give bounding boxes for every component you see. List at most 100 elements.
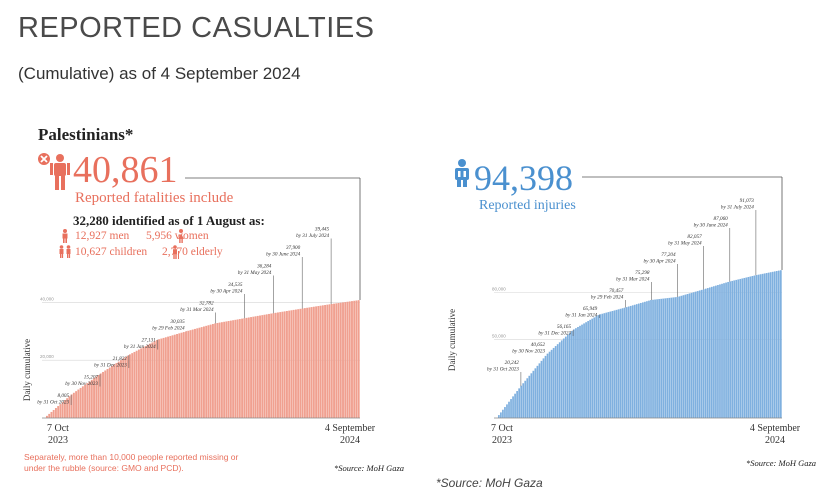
fatalities-annotation-value: 32,782 xyxy=(199,301,214,307)
fatalities-bar xyxy=(277,312,279,418)
injuries-bar xyxy=(725,282,727,418)
injuries-bar xyxy=(530,373,533,418)
injuries-bar xyxy=(619,308,622,418)
fatalities-annotation-date: by 31 Dec 2023 xyxy=(94,363,127,369)
fatalities-bar xyxy=(99,373,102,418)
fatalities-bar xyxy=(245,317,248,418)
elderly-icon xyxy=(173,245,179,259)
fatalities-bar xyxy=(144,346,147,418)
injuries-bar xyxy=(538,363,541,418)
fatalities-bar xyxy=(274,312,277,418)
fatalities-bar xyxy=(140,348,143,418)
fatalities-annotation-value: 36,284 xyxy=(257,263,272,270)
injuries-bar xyxy=(552,347,555,418)
injuries-bar xyxy=(759,274,762,418)
injuries-annotation-value: 87,060 xyxy=(714,216,729,222)
injuries-bar xyxy=(684,294,687,418)
injuries-bar xyxy=(672,297,675,418)
injuries-bar xyxy=(518,388,521,418)
injuries-bar xyxy=(506,404,508,418)
injuries-bar xyxy=(688,293,691,418)
injuries-bar xyxy=(587,321,589,418)
fatalities-bar xyxy=(312,306,315,418)
fatalities-bar xyxy=(72,392,75,418)
injuries-bar xyxy=(642,302,644,418)
injuries-bar xyxy=(648,300,650,418)
person-with-x-icon xyxy=(38,153,70,190)
injuries-bar xyxy=(560,340,563,418)
injuries-bar xyxy=(516,391,518,418)
fatalities-bar xyxy=(66,398,69,418)
injuries-bar xyxy=(556,344,559,418)
fatalities-annotation-value: 15,207 xyxy=(84,375,99,381)
fatalities-bar xyxy=(108,367,111,418)
injuries-bar xyxy=(569,332,571,418)
fatalities-total: 40,861 xyxy=(73,149,178,191)
fatalities-annotation-date: by 30 Nov 2023 xyxy=(65,381,98,387)
fatalities-bar xyxy=(288,310,291,418)
injuries-bar xyxy=(771,271,774,418)
fatalities-bar xyxy=(348,301,351,418)
injuries-bar xyxy=(702,289,705,418)
injuries-bar xyxy=(514,393,516,418)
women-count: 5,956 women xyxy=(146,230,209,242)
fatalities-bar xyxy=(317,306,320,418)
fatalities-bar xyxy=(256,315,259,418)
fatalities-bar xyxy=(346,301,349,418)
injuries-bar xyxy=(522,383,525,418)
fatalities-bar xyxy=(61,402,64,418)
fatalities-bar xyxy=(79,387,82,418)
fatalities-bar xyxy=(77,389,80,418)
fatalities-annotation-date: by 30 Apr 2024 xyxy=(210,288,242,295)
fatalities-bar xyxy=(117,361,120,418)
injuries-bar xyxy=(512,396,514,418)
injuries-bar xyxy=(763,273,766,418)
fatalities-annotation-value: 21,822 xyxy=(113,356,128,362)
fatalities-annotation-date: by 29 Feb 2024 xyxy=(152,325,185,332)
fatalities-bar xyxy=(151,342,154,418)
fatalities-bar xyxy=(265,314,268,418)
injuries-bar xyxy=(698,290,701,418)
fatalities-bar xyxy=(187,330,190,418)
fatalities-bar xyxy=(131,353,134,418)
fatalities-bar xyxy=(252,316,255,418)
fatalities-bar xyxy=(297,309,300,418)
fatalities-bar xyxy=(176,334,178,418)
fatalities-bar xyxy=(63,400,66,418)
injuries-bar xyxy=(696,291,699,418)
injuries-bar xyxy=(534,368,537,418)
injuries-bar xyxy=(715,285,717,418)
fatalities-annotation-date: by 31 Jan 2024 xyxy=(124,343,156,350)
injuries-bar xyxy=(575,328,577,418)
fatalities-bar xyxy=(205,325,208,418)
injuries-ytick-label: 50,000 xyxy=(492,334,506,339)
fatalities-bar xyxy=(70,394,73,418)
fatalities-bar xyxy=(203,326,205,418)
injuries-bar xyxy=(593,317,596,418)
injuries-bar xyxy=(536,365,539,418)
injuries-bar xyxy=(775,271,778,418)
men-count: 12,927 men xyxy=(75,230,130,242)
injuries-bar xyxy=(745,277,748,418)
injuries-bar xyxy=(753,275,756,418)
injuries-total: 94,398 xyxy=(474,158,573,198)
injuries-bar xyxy=(733,280,736,418)
injuries-bar xyxy=(751,276,754,418)
injuries-bar xyxy=(554,346,557,418)
injuries-annotation-date: by 30 June 2024 xyxy=(694,222,729,229)
injuries-bar xyxy=(564,336,567,418)
injuries-bar xyxy=(595,316,598,418)
fatalities-bar xyxy=(180,332,183,418)
injuries-bar xyxy=(583,323,585,418)
children-count: 10,627 children xyxy=(75,246,148,258)
fatalities-bar xyxy=(351,301,353,418)
fatalities-bar xyxy=(137,349,140,418)
injuries-bar xyxy=(694,291,697,418)
source-left: *Source: MoH Gaza xyxy=(334,463,405,473)
fatalities-bar xyxy=(164,337,167,418)
injuries-bar xyxy=(664,298,667,418)
missing-note: Separately, more than 10,000 people repo… xyxy=(24,452,239,473)
injuries-bar xyxy=(650,300,652,418)
fatalities-bar xyxy=(236,319,239,418)
injuries-bar xyxy=(629,305,632,418)
